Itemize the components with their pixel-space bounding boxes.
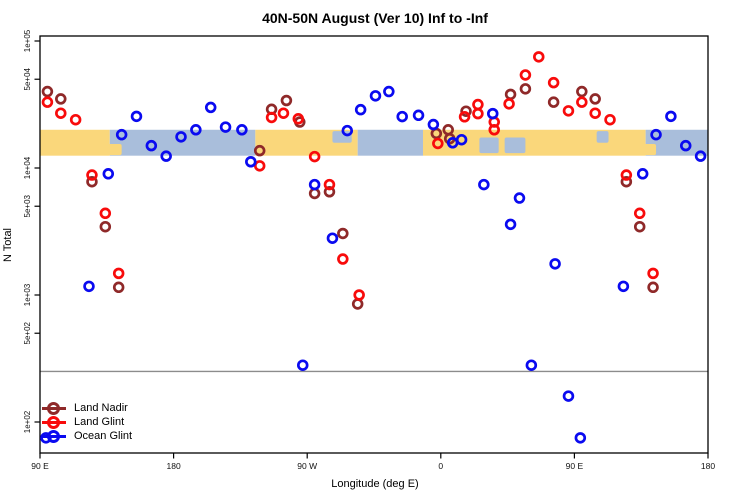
chart-title: 40N-50N August (Ver 10) Inf to -Inf: [262, 10, 488, 26]
svg-text:1e+03: 1e+03: [23, 283, 32, 306]
legend-item-land-glint: Land Glint: [42, 415, 132, 429]
legend-item-ocean-glint: Ocean Glint: [42, 429, 132, 443]
svg-text:1e+02: 1e+02: [23, 410, 32, 433]
legend-label-land-nadir: Land Nadir: [74, 402, 128, 414]
ocean-glint-marker-icon: [42, 429, 66, 443]
svg-text:5e+02: 5e+02: [23, 321, 32, 344]
land-nadir-marker-icon: [42, 401, 66, 415]
svg-text:1e+04: 1e+04: [23, 156, 32, 179]
svg-text:1e+05: 1e+05: [23, 29, 32, 52]
y-axis: 1e+05 5e+04 1e+04 5e+03 1e+03 5e+02 1e+02: [23, 29, 40, 433]
svg-text:5e+04: 5e+04: [23, 67, 32, 90]
plot-frame: [39, 35, 709, 454]
svg-text:180: 180: [701, 461, 715, 471]
map-band: [40, 129, 708, 156]
svg-text:180: 180: [167, 461, 181, 471]
svg-text:0: 0: [438, 461, 443, 471]
x-axis-label: Longitude (deg E): [331, 478, 419, 490]
x-axis: 90 E 180 90 W 0 90 E 180: [31, 453, 715, 471]
svg-text:90 E: 90 E: [566, 461, 584, 471]
series-land-glint: [41, 51, 659, 301]
series-land-nadir: [41, 83, 659, 310]
svg-text:5e+03: 5e+03: [23, 194, 32, 217]
land-glint-marker-icon: [42, 415, 66, 429]
legend-label-land-glint: Land Glint: [74, 416, 125, 428]
svg-text:90 W: 90 W: [297, 461, 317, 471]
legend: Land Nadir Land Glint Ocean Glint: [42, 401, 132, 443]
y-axis-label: N Total: [2, 227, 14, 263]
svg-text:90 E: 90 E: [31, 461, 49, 471]
legend-label-ocean-glint: Ocean Glint: [74, 430, 133, 442]
legend-item-land-nadir: Land Nadir: [42, 401, 132, 415]
series-ocean-glint: [40, 85, 707, 444]
